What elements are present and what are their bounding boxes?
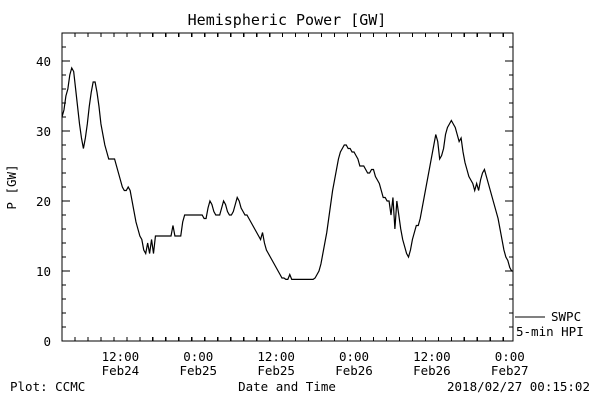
x-tick-label-date: Feb27	[491, 363, 529, 378]
legend-label-line2: 5-min HPI	[516, 324, 584, 339]
x-tick-label-date: Feb26	[413, 363, 451, 378]
x-tick-label-time: 0:00	[339, 349, 369, 364]
y-axis-tick-labels: 0 10 20 30 40	[36, 54, 51, 349]
y-tick-label: 10	[36, 264, 51, 279]
x-tick-label-date: Feb25	[257, 363, 295, 378]
x-tick-label-time: 0:00	[183, 349, 213, 364]
plot-frame	[61, 32, 514, 342]
data-series-swpc-5min-hpi	[61, 66, 513, 280]
y-tick-label: 0	[43, 334, 51, 349]
x-tick-label-time: 12:00	[102, 349, 140, 364]
y-axis-ticks	[62, 32, 513, 342]
x-tick-label-time: 0:00	[495, 349, 525, 364]
footer-timestamp: 2018/02/27 00:15:02	[447, 379, 590, 394]
x-tick-label-date: Feb26	[335, 363, 373, 378]
x-axis-ticks	[61, 33, 504, 341]
y-tick-label: 40	[36, 54, 51, 69]
legend-label-line1: SWPC	[551, 309, 581, 324]
x-tick-label-date: Feb24	[102, 363, 140, 378]
y-tick-label: 20	[36, 194, 51, 209]
x-axis-tick-labels: 12:00Feb240:00Feb2512:00Feb250:00Feb2612…	[102, 349, 529, 378]
x-tick-label-time: 12:00	[257, 349, 295, 364]
y-tick-label: 30	[36, 124, 51, 139]
x-tick-label-time: 12:00	[413, 349, 451, 364]
chart-title: Hemispheric Power [GW]	[188, 11, 387, 29]
x-axis-title: Date and Time	[238, 379, 336, 394]
x-tick-label-date: Feb25	[179, 363, 217, 378]
y-axis-title: P [GW]	[4, 164, 19, 209]
footer-plot-source: Plot: CCMC	[10, 379, 85, 394]
